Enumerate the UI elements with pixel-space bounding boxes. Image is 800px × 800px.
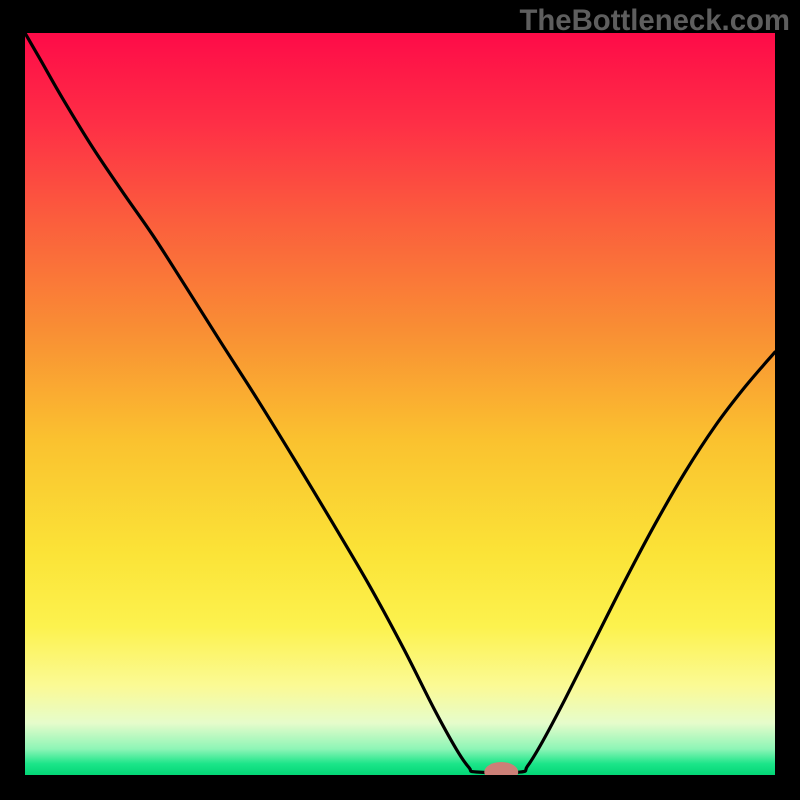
figure-root: TheBottleneck.com [0,0,800,800]
frame-left [0,0,25,800]
watermark-text: TheBottleneck.com [519,4,790,38]
frame-bottom [0,775,800,800]
chart-svg [0,0,800,800]
frame-right [775,0,800,800]
gradient-background [25,33,775,775]
